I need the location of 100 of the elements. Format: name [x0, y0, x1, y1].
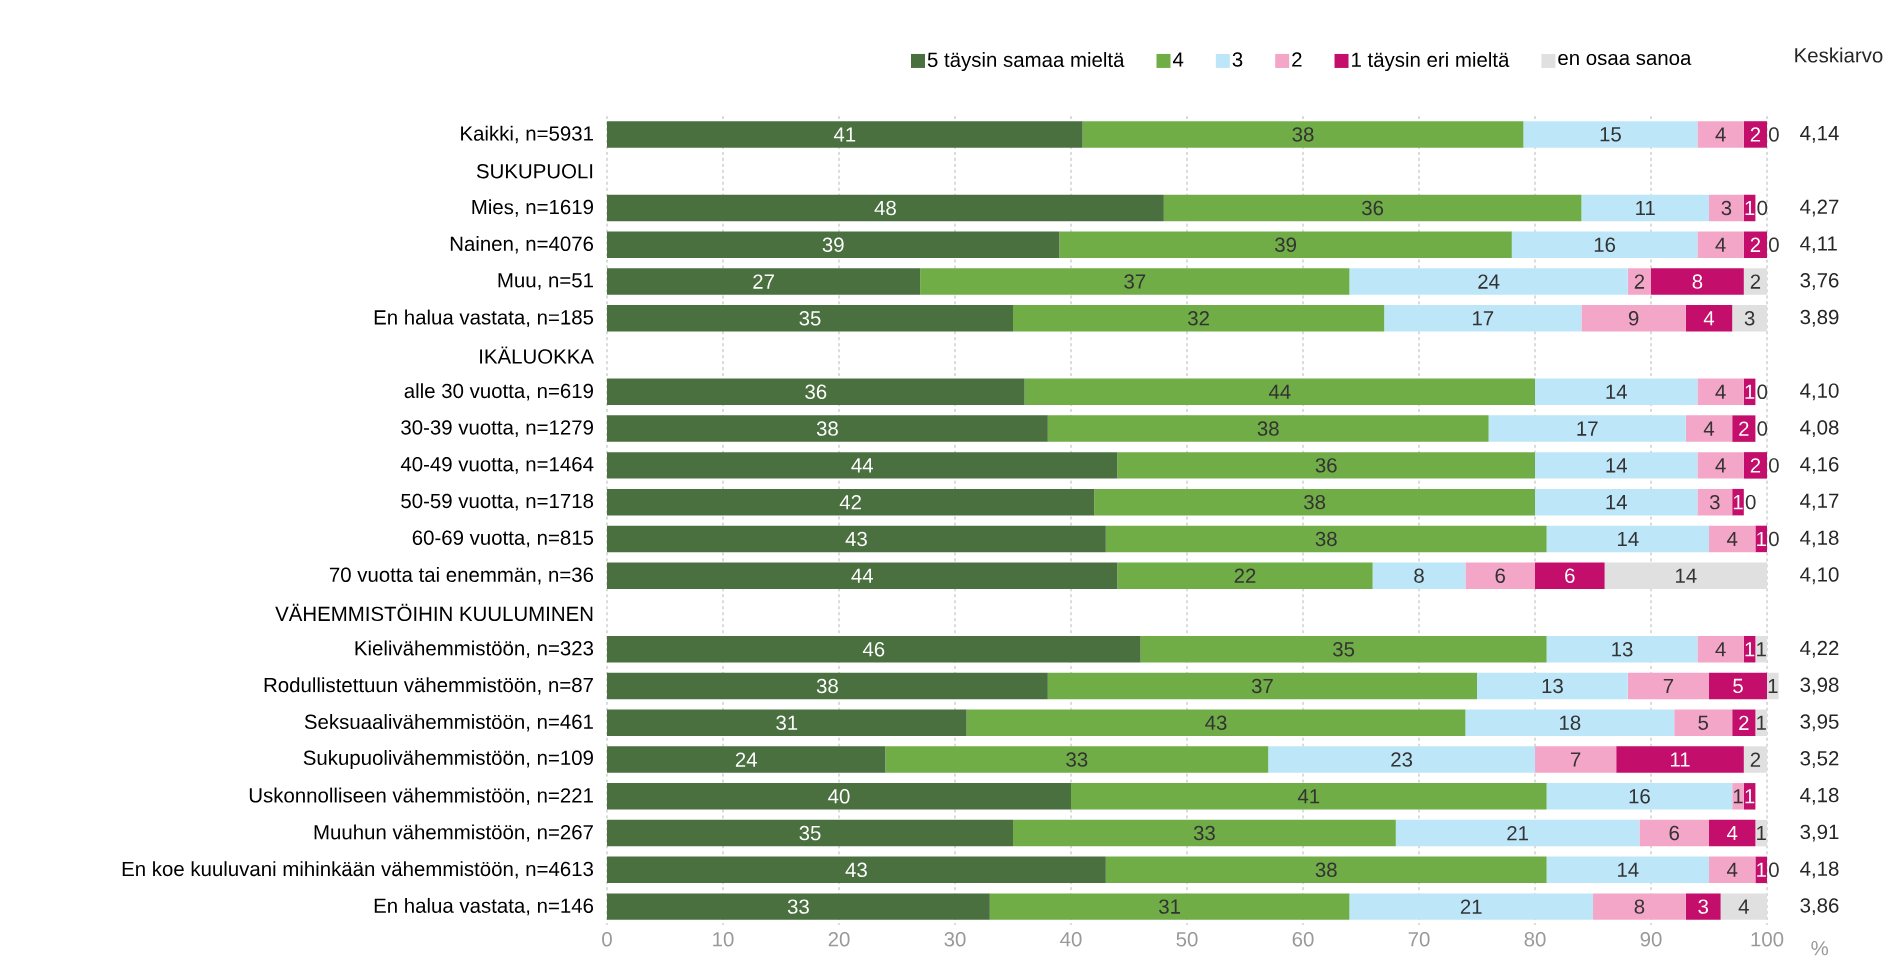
- data-label: 13: [1612, 641, 1633, 657]
- bar: [1674, 709, 1733, 737]
- bar: [607, 709, 967, 737]
- bar: [1697, 378, 1744, 406]
- data-label: 2: [1750, 752, 1761, 767]
- bar: [1546, 636, 1698, 663]
- x-tick-label: 50: [1176, 932, 1198, 947]
- text: 4,14: [1800, 126, 1839, 143]
- x-tick-label: 10: [713, 932, 734, 947]
- data-label: 2: [1634, 274, 1645, 289]
- y-tick-label: 70 vuotta tai enemmän, n=36: [329, 566, 594, 585]
- data-label: 21: [1507, 825, 1528, 841]
- y-tick-label: En koe kuuluvani mihinkään vähemmistöön, n=4613: [122, 861, 593, 879]
- data-label: 4: [1715, 384, 1726, 399]
- data-label: 35: [799, 311, 821, 326]
- data-label: 0: [1769, 127, 1779, 142]
- data-label: 44: [851, 568, 873, 583]
- y-tick-label: alle 30 vuotta, n=619: [404, 383, 593, 401]
- bar: [607, 194, 1164, 222]
- bar: [989, 893, 1350, 920]
- data-label: 1: [1733, 789, 1743, 804]
- data-label: 42: [839, 495, 861, 510]
- x-tick-label: 40: [1060, 932, 1082, 947]
- bar: [1709, 856, 1756, 884]
- legend-label: 2: [1292, 52, 1302, 67]
- bar: [1709, 819, 1756, 847]
- data-label: 14: [1618, 862, 1639, 877]
- bar: [1697, 121, 1744, 148]
- bar: [1013, 305, 1385, 332]
- text: 3,76: [1800, 273, 1839, 290]
- data-label: 37: [1124, 274, 1146, 289]
- bar: [1395, 819, 1640, 847]
- bar: [1697, 488, 1733, 516]
- bar: [607, 488, 1095, 516]
- data-label: 14: [1606, 384, 1627, 399]
- data-label: 2: [1739, 715, 1749, 730]
- bar: [607, 415, 1048, 442]
- y-tick-label: Muu, n=51: [498, 273, 593, 290]
- bar: [1685, 415, 1733, 442]
- data-label: 2: [1750, 458, 1761, 473]
- bar: [1013, 819, 1396, 847]
- bar: [1268, 746, 1536, 773]
- y-tick-label: SUKUPUOLI: [476, 163, 593, 179]
- y-tick-label: 30-39 vuotta, n=1279: [401, 420, 593, 438]
- data-label: 15: [1600, 127, 1621, 142]
- data-label: 23: [1391, 752, 1413, 767]
- data-label: 17: [1473, 311, 1494, 326]
- data-label: 16: [1594, 237, 1616, 252]
- data-label: 8: [1634, 899, 1645, 914]
- data-label: 38: [1304, 494, 1326, 510]
- bar: [1639, 819, 1710, 847]
- bar: [1071, 783, 1547, 810]
- x-tick-label: 60: [1292, 932, 1314, 947]
- bar: [607, 746, 886, 773]
- x-tick-label: 0: [602, 932, 612, 947]
- bar: [607, 268, 921, 295]
- data-label: 27: [753, 274, 774, 289]
- bar: [1349, 893, 1594, 920]
- bar: [1523, 121, 1698, 148]
- data-label: 22: [1234, 568, 1256, 583]
- data-label: 0: [1769, 458, 1779, 473]
- data-label: 2: [1739, 421, 1749, 436]
- data-label: 4: [1727, 826, 1738, 841]
- text: 4,18: [1800, 787, 1839, 805]
- data-label: 4: [1727, 862, 1738, 877]
- data-label: 32: [1188, 311, 1209, 326]
- data-label: 17: [1577, 421, 1598, 436]
- data-label: 36: [1362, 200, 1384, 216]
- text: 3,98: [1800, 677, 1839, 695]
- bar: [1685, 305, 1733, 332]
- bar: [1651, 268, 1744, 295]
- bar: [607, 525, 1106, 553]
- text: 4,22: [1800, 640, 1839, 658]
- bar: [1697, 452, 1744, 479]
- text: 3,86: [1800, 898, 1839, 916]
- legend-label: en osaa sanoa: [1558, 53, 1692, 66]
- bar: [1755, 525, 1768, 553]
- data-label: 3: [1744, 311, 1755, 326]
- data-label: 1: [1757, 715, 1766, 730]
- text: 4,10: [1800, 567, 1839, 585]
- bar: [1709, 194, 1744, 222]
- bar: [1117, 562, 1373, 589]
- y-tick-label: Seksuaalivähemmistöön, n=461: [304, 714, 593, 732]
- bar: [1755, 856, 1768, 884]
- data-label: 0: [1769, 862, 1779, 878]
- bar: [1732, 305, 1768, 332]
- data-label: 11: [1670, 752, 1690, 767]
- data-label: 1: [1757, 826, 1766, 841]
- bar: [966, 709, 1466, 737]
- y-tick-label: IKÄLUOKKA: [480, 346, 594, 364]
- bar: [607, 856, 1106, 884]
- text: 4,08: [1800, 420, 1839, 438]
- data-label: 1: [1757, 642, 1766, 657]
- bar: [607, 562, 1118, 589]
- data-label: 36: [1315, 458, 1337, 473]
- data-label: 24: [735, 752, 757, 767]
- text: 4,17: [1800, 493, 1839, 511]
- bar: [1616, 746, 1744, 773]
- bar: [1581, 194, 1710, 222]
- data-label: 0: [1769, 531, 1779, 547]
